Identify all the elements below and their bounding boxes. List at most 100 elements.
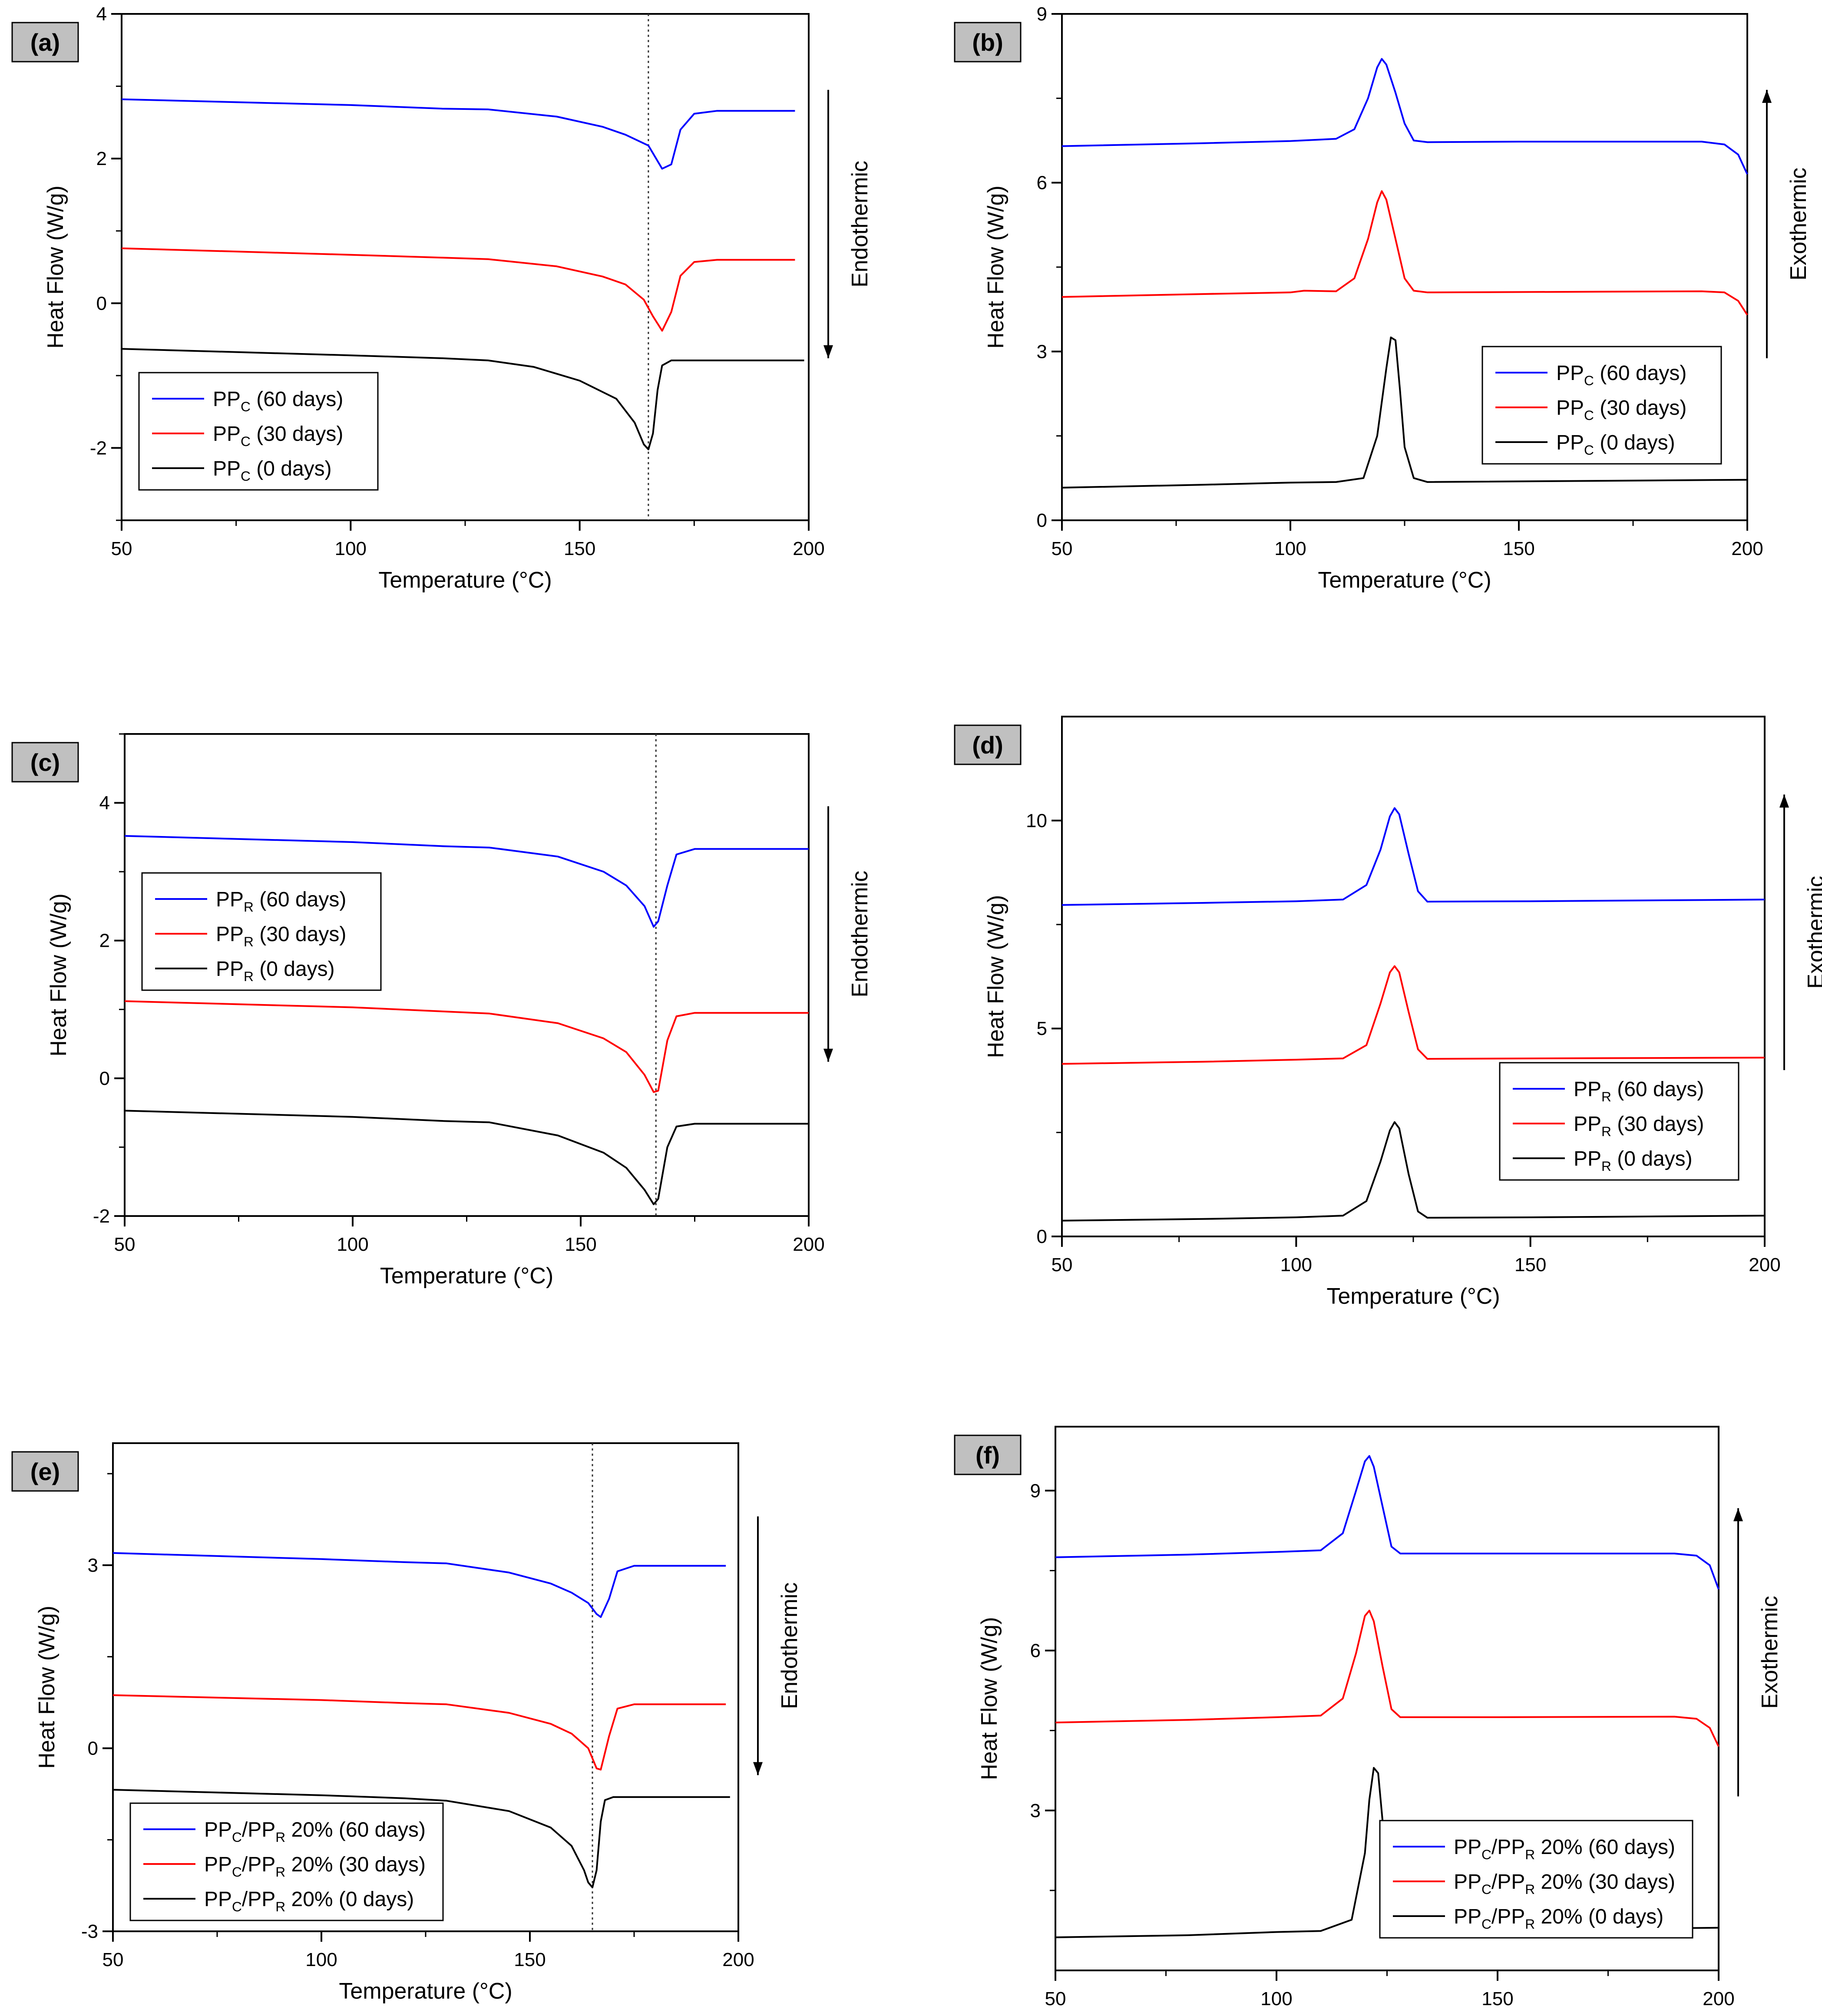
x-tick-label: 50 (1052, 538, 1073, 559)
direction-label: Endothermic (847, 871, 873, 998)
legend: PPR (60 days) PPR (30 days) PPR (0 days) (1499, 1062, 1739, 1181)
arrow-up-icon (1733, 1508, 1743, 1521)
x-axis-label: Temperature (°C) (378, 568, 552, 593)
legend-entry: PPC (60 days) (1556, 362, 1686, 388)
series-line (121, 98, 795, 170)
panel-label: (d) (972, 731, 1003, 759)
legend-entry: PPC/PPR 20% (30 days) (204, 1853, 426, 1880)
x-tick-label: 200 (793, 538, 824, 559)
legend-box (1379, 1820, 1693, 1939)
legend: PPC (60 days) PPC (30 days) PPC (0 days) (1481, 346, 1722, 465)
legend-entry: PPC (0 days) (213, 457, 332, 484)
arrow-down-icon (753, 1762, 763, 1775)
x-axis-label: Temperature (°C) (339, 1979, 512, 2004)
direction-label: Exothermic (1757, 1596, 1782, 1709)
series-line (1061, 336, 1748, 489)
x-tick-label: 100 (305, 1949, 337, 1970)
chart-panel-c: (c) 50 100 150 200 -2 0 2 4 Temperature (°C) Heat … (11, 733, 873, 1289)
y-tick-label: 2 (99, 930, 110, 952)
panel-label: (a) (30, 29, 60, 56)
legend-entry: PPR (30 days) (216, 923, 346, 949)
x-tick-label: 150 (1503, 538, 1534, 559)
legend-box (141, 872, 382, 991)
x-tick-label: 200 (722, 1949, 754, 1970)
y-axis-label: Heat Flow (W/g) (977, 1617, 1002, 1780)
x-tick-label: 150 (564, 538, 595, 559)
series-line (1061, 807, 1765, 906)
series-line (1061, 965, 1765, 1065)
y-tick-label: 3 (1037, 341, 1047, 362)
legend-entry: PPR (0 days) (216, 958, 335, 984)
x-tick-label: 200 (1731, 538, 1763, 559)
y-axis-label: Heat Flow (W/g) (34, 1606, 60, 1769)
series-line (1061, 190, 1748, 316)
y-tick-label: 2 (96, 148, 107, 169)
y-tick-label: 4 (96, 3, 107, 25)
panel-label: (b) (972, 29, 1003, 56)
y-tick-label: 9 (1030, 1480, 1041, 1501)
y-axis-label: Heat Flow (W/g) (983, 185, 1009, 349)
x-tick-label: 150 (565, 1234, 596, 1255)
series-line (112, 1694, 726, 1771)
y-tick-label: 3 (1030, 1800, 1041, 1821)
panel-label: (c) (30, 749, 60, 776)
x-tick-label: 100 (1260, 1988, 1292, 2009)
legend-entry: PPR (30 days) (1574, 1113, 1704, 1139)
series-line (1061, 1121, 1765, 1222)
panel-label-box (11, 22, 79, 63)
panel-label-box (954, 22, 1022, 63)
panel-label-box (11, 1451, 79, 1492)
x-tick-label: 150 (1514, 1254, 1546, 1276)
arrow-up-icon (1779, 794, 1789, 808)
y-tick-label: 0 (88, 1738, 98, 1759)
y-tick-label: 6 (1037, 172, 1047, 194)
y-axis-label: Heat Flow (W/g) (46, 893, 71, 1057)
x-tick-label: 150 (514, 1949, 546, 1970)
y-tick-label: 0 (96, 293, 107, 314)
x-tick-label: 100 (1274, 538, 1306, 559)
y-tick-label: 0 (99, 1068, 110, 1089)
x-axis-label: Temperature (°C) (1318, 568, 1491, 593)
y-tick-label: 10 (1026, 810, 1047, 831)
x-tick-label: 100 (337, 1234, 368, 1255)
x-tick-label: 50 (114, 1234, 136, 1255)
series-line (112, 1789, 730, 1888)
legend: PPC/PPR 20% (60 days) PPC/PPR 20% (30 day… (1379, 1820, 1693, 1939)
chart-panel-a: (a) 50 100 150 200 -2 0 2 4 Temperature (°C) Heat … (11, 3, 873, 593)
x-tick-label: 50 (1045, 1988, 1066, 2009)
legend-entry: PPC/PPR 20% (60 days) (204, 1818, 426, 1845)
chart-panel-b: (b) 50 100 150 200 0 3 6 9 Temperature (°C) Heat F… (954, 3, 1811, 593)
series-line (1061, 58, 1748, 175)
y-tick-label: 3 (88, 1555, 98, 1576)
x-tick-label: 200 (793, 1234, 824, 1255)
y-tick-label: 4 (99, 793, 110, 814)
y-tick-label: -2 (93, 1206, 110, 1227)
y-tick-label: -3 (81, 1921, 98, 1942)
arrow-up-icon (1762, 89, 1772, 103)
series-line (124, 835, 809, 928)
panel-label-box (954, 1434, 1022, 1475)
panel-label-box (954, 724, 1022, 765)
series-line (121, 247, 795, 332)
x-axis-label: Temperature (°C) (1326, 1284, 1500, 1309)
panel-label: (f) (975, 1441, 1000, 1469)
legend-box (1481, 346, 1722, 465)
legend-entry: PPC (30 days) (1556, 397, 1686, 423)
legend-entry: PPC (0 days) (1556, 431, 1675, 458)
x-tick-label: 100 (335, 538, 367, 559)
legend-entry: PPC/PPR 20% (0 days) (204, 1888, 414, 1914)
chart-panel-e: (e) 50 100 150 200 -3 0 3 Temperature (°C) Heat F… (11, 1442, 802, 2004)
y-tick-label: -2 (90, 437, 107, 459)
legend-entry: PPR (60 days) (216, 888, 346, 915)
series-line (112, 1552, 726, 1618)
x-tick-label: 50 (111, 538, 132, 559)
series-line (1055, 1455, 1719, 1590)
legend-entry: PPC/PPR 20% (30 days) (1454, 1871, 1675, 1897)
y-axis-label: Heat Flow (W/g) (43, 185, 68, 349)
y-axis-label: Heat Flow (W/g) (983, 895, 1009, 1058)
y-tick-label: 6 (1030, 1640, 1041, 1662)
series-line (121, 348, 804, 450)
legend-entry: PPC/PPR 20% (60 days) (1454, 1836, 1675, 1862)
